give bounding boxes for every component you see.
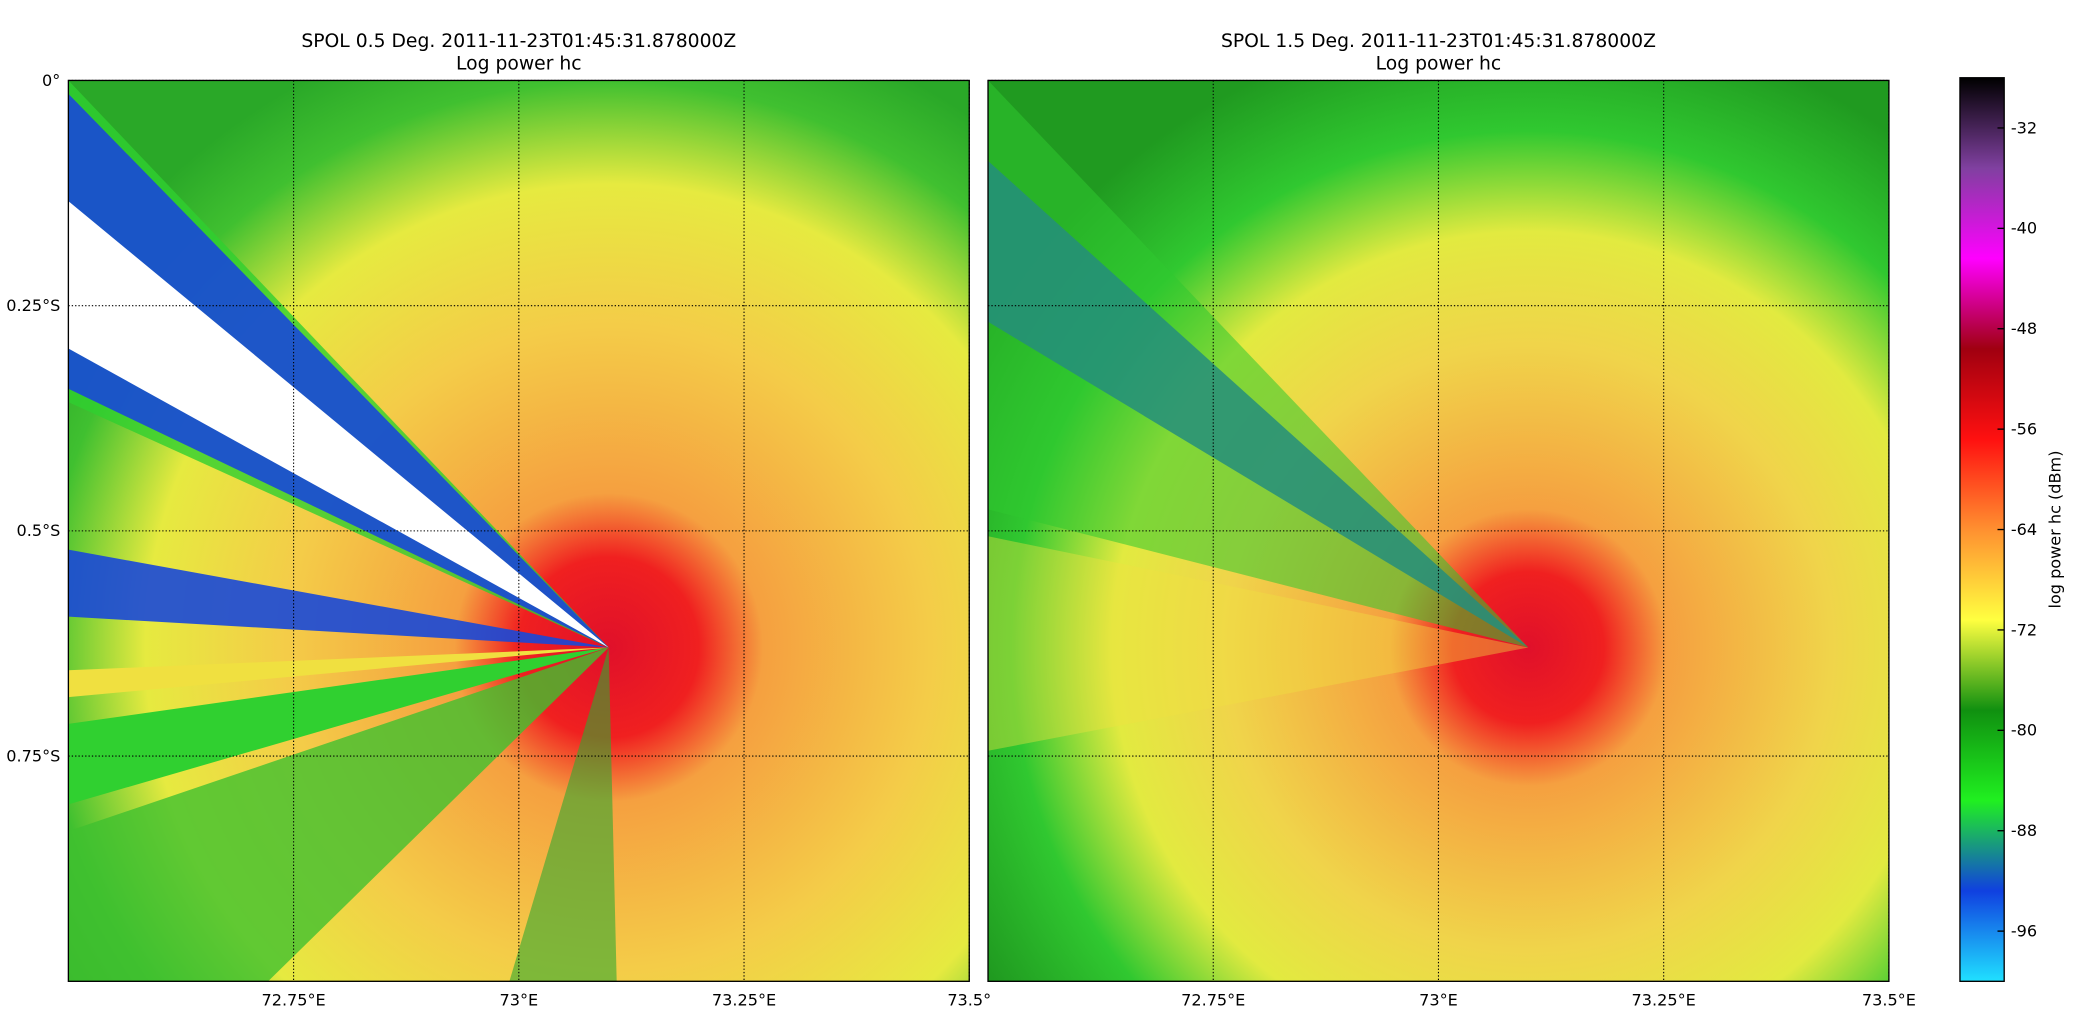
y-tick-label: 0.75°S (6, 746, 60, 765)
y-tick-label: 0.25°S (6, 296, 60, 315)
colorbar-tick-label: -32 (2011, 118, 2037, 137)
chart-subtitle: Log power hc (1376, 54, 1502, 75)
y-tick-label: 0° (42, 71, 60, 90)
x-tick-label: 72.75°E (1181, 990, 1245, 1009)
chart-title: SPOL 0.5 Deg. 2011-11-23T01:45:31.878000… (301, 31, 736, 52)
x-tick-label: 73.5° (947, 990, 991, 1009)
x-tick-label: 73.25°E (1632, 990, 1696, 1009)
x-tick-label: 73°E (499, 990, 538, 1009)
colorbar-tick-label: -56 (2011, 419, 2037, 438)
x-tick-label: 73.5°E (1862, 990, 1916, 1009)
colorbar-tick-label: -72 (2011, 620, 2037, 639)
colorbar-tick-label: -48 (2011, 319, 2037, 338)
colorbar-tick-label: -80 (2011, 721, 2037, 740)
x-tick-label: 73.25°E (712, 990, 776, 1009)
y-tick-label: 0.5°S (17, 521, 61, 540)
colorbar-tick-label: -64 (2011, 520, 2037, 539)
colorbar-tick-label: -40 (2011, 219, 2037, 238)
chart-title: SPOL 1.5 Deg. 2011-11-23T01:45:31.878000… (1221, 31, 1656, 52)
colorbar-tick-label: -96 (2011, 921, 2037, 940)
colorbar-tick-label: -88 (2011, 821, 2037, 840)
x-tick-label: 72.75°E (261, 990, 325, 1009)
x-tick-label: 73°E (1419, 990, 1458, 1009)
colorbar-label: log power hc (dBm) (2045, 451, 2064, 609)
chart-subtitle: Log power hc (456, 54, 582, 75)
